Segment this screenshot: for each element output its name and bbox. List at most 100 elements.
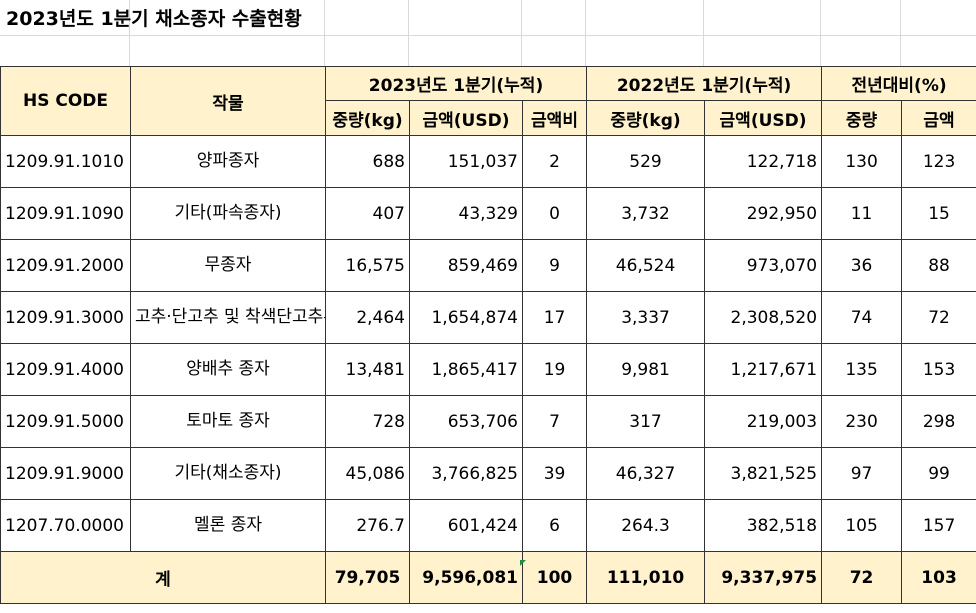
- total-yoy-weight[interactable]: 72: [821, 551, 903, 604]
- amount-2023-cell[interactable]: 1,654,874: [409, 291, 523, 344]
- hs-code-cell[interactable]: 1209.91.4000: [0, 343, 131, 396]
- amount-2022-cell[interactable]: 122,718: [704, 135, 823, 188]
- weight-2023-cell[interactable]: 45,086: [325, 447, 410, 500]
- total-share-2023[interactable]: 100: [521, 551, 588, 604]
- crop-cell[interactable]: 멜론 종자: [130, 499, 326, 552]
- crop-cell[interactable]: 무종자: [130, 239, 326, 292]
- hs-code-cell[interactable]: 1209.91.1090: [0, 187, 131, 240]
- yoy-weight-cell[interactable]: 230: [821, 395, 903, 448]
- header-yoy-group[interactable]: 전년대비(%): [821, 66, 976, 101]
- amount-2023-cell[interactable]: 653,706: [409, 395, 523, 448]
- total-amount-2022[interactable]: 9,337,975: [704, 551, 823, 604]
- crop-cell[interactable]: 고추·단고추 및 착색단고추류의 종자: [130, 291, 326, 344]
- amount-2023-cell[interactable]: 151,037: [409, 135, 523, 188]
- total-yoy-amount[interactable]: 103: [901, 551, 976, 604]
- crop-cell[interactable]: 기타(채소종자): [130, 447, 326, 500]
- header-row-1: HS CODE 작물 2023년도 1분기(누적) 2022년도 1분기(누적)…: [0, 66, 976, 136]
- header-hs-code[interactable]: HS CODE: [0, 66, 131, 136]
- amount-2022-cell[interactable]: 292,950: [704, 187, 823, 240]
- weight-2023-cell[interactable]: 13,481: [325, 343, 410, 396]
- header-2023-amount[interactable]: 금액(USD): [409, 100, 523, 136]
- yoy-weight-cell[interactable]: 11: [821, 187, 903, 240]
- crop-cell[interactable]: 양배추 종자: [130, 343, 326, 396]
- weight-2023-cell[interactable]: 16,575: [325, 239, 410, 292]
- weight-2022-cell[interactable]: 264.3: [586, 499, 706, 552]
- amount-2023-cell[interactable]: 43,329: [409, 187, 523, 240]
- weight-2022-cell[interactable]: 3,732: [586, 187, 706, 240]
- amount-2023-cell[interactable]: 859,469: [409, 239, 523, 292]
- header-2022-amount[interactable]: 금액(USD): [704, 100, 823, 136]
- crop-cell[interactable]: 토마토 종자: [130, 395, 326, 448]
- weight-2023-cell[interactable]: 407: [325, 187, 410, 240]
- yoy-amount-cell[interactable]: 99: [901, 447, 976, 500]
- share-2023-cell[interactable]: 0: [521, 187, 588, 240]
- amount-2023-cell[interactable]: 601,424: [409, 499, 523, 552]
- amount-2022-cell[interactable]: 219,003: [704, 395, 823, 448]
- weight-2023-cell[interactable]: 2,464: [325, 291, 410, 344]
- table-row: 1207.70.0000 멜론 종자 276.7 601,424 6 264.3 382,5…: [0, 499, 976, 552]
- total-label-cell[interactable]: 계: [0, 551, 326, 604]
- share-2023-cell[interactable]: 39: [521, 447, 588, 500]
- yoy-weight-cell[interactable]: 74: [821, 291, 903, 344]
- amount-2022-cell[interactable]: 2,308,520: [704, 291, 823, 344]
- table-row: 1209.91.9000 기타(채소종자) 45,086 3,766,825 39 46,…: [0, 447, 976, 500]
- yoy-weight-cell[interactable]: 105: [821, 499, 903, 552]
- hs-code-cell[interactable]: 1209.91.5000: [0, 395, 131, 448]
- amount-2023-cell[interactable]: 1,865,417: [409, 343, 523, 396]
- weight-2023-cell[interactable]: 276.7: [325, 499, 410, 552]
- header-yoy-weight[interactable]: 중량: [821, 100, 903, 136]
- header-2022-group[interactable]: 2022년도 1분기(누적): [586, 66, 823, 101]
- table-row: 1209.91.1090 기타(파속종자) 407 43,329 0 3,732 292,9…: [0, 187, 976, 240]
- amount-2022-cell[interactable]: 3,821,525: [704, 447, 823, 500]
- yoy-amount-cell[interactable]: 123: [901, 135, 976, 188]
- total-weight-2022[interactable]: 111,010: [586, 551, 706, 604]
- total-amount-2023[interactable]: 9,596,081: [409, 551, 523, 604]
- header-row-2: 중량(kg) 금액(USD) 금액비 중량(kg) 금액(USD) 중량 금액: [1, 100, 976, 136]
- yoy-amount-cell[interactable]: 298: [901, 395, 976, 448]
- yoy-weight-cell[interactable]: 135: [821, 343, 903, 396]
- share-2023-cell[interactable]: 2: [521, 135, 588, 188]
- header-2023-weight[interactable]: 중량(kg): [325, 100, 410, 136]
- yoy-amount-cell[interactable]: 72: [901, 291, 976, 344]
- weight-2022-cell[interactable]: 3,337: [586, 291, 706, 344]
- weight-2022-cell[interactable]: 529: [586, 135, 706, 188]
- yoy-amount-cell[interactable]: 88: [901, 239, 976, 292]
- yoy-amount-cell[interactable]: 153: [901, 343, 976, 396]
- share-2023-cell[interactable]: 17: [521, 291, 588, 344]
- yoy-amount-cell[interactable]: 157: [901, 499, 976, 552]
- weight-2023-cell[interactable]: 728: [325, 395, 410, 448]
- share-2023-cell[interactable]: 6: [521, 499, 588, 552]
- sheet-title: 2023년도 1분기 채소종자 수출현황: [6, 8, 302, 30]
- hs-code-cell[interactable]: 1209.91.1010: [0, 135, 131, 188]
- hs-code-cell[interactable]: 1209.91.9000: [0, 447, 131, 500]
- weight-2022-cell[interactable]: 46,524: [586, 239, 706, 292]
- hs-code-cell[interactable]: 1207.70.0000: [0, 499, 131, 552]
- weight-2022-cell[interactable]: 46,327: [586, 447, 706, 500]
- header-crop[interactable]: 작물: [130, 66, 326, 136]
- header-2023-group[interactable]: 2023년도 1분기(누적): [324, 66, 588, 101]
- hs-code-cell[interactable]: 1209.91.2000: [0, 239, 131, 292]
- header-yoy-amount[interactable]: 금액: [901, 100, 976, 136]
- table-row: 1209.91.5000 토마토 종자 728 653,706 7 317 219,003 2…: [0, 395, 976, 448]
- weight-2022-cell[interactable]: 317: [586, 395, 706, 448]
- crop-cell[interactable]: 양파종자: [130, 135, 326, 188]
- total-weight-2023[interactable]: 79,705: [325, 551, 410, 604]
- amount-2022-cell[interactable]: 382,518: [704, 499, 823, 552]
- weight-2022-cell[interactable]: 9,981: [586, 343, 706, 396]
- amount-2022-cell[interactable]: 1,217,671: [704, 343, 823, 396]
- weight-2023-cell[interactable]: 688: [325, 135, 410, 188]
- yoy-amount-cell[interactable]: 15: [901, 187, 976, 240]
- yoy-weight-cell[interactable]: 130: [821, 135, 903, 188]
- amount-2023-cell[interactable]: 3,766,825: [409, 447, 523, 500]
- yoy-weight-cell[interactable]: 36: [821, 239, 903, 292]
- yoy-weight-cell[interactable]: 97: [821, 447, 903, 500]
- share-2023-cell[interactable]: 7: [521, 395, 588, 448]
- hs-code-cell[interactable]: 1209.91.3000: [0, 291, 131, 344]
- amount-2022-cell[interactable]: 973,070: [704, 239, 823, 292]
- share-2023-cell[interactable]: 19: [521, 343, 588, 396]
- share-2023-cell[interactable]: 9: [521, 239, 588, 292]
- header-2023-share[interactable]: 금액비: [521, 100, 588, 136]
- crop-cell[interactable]: 기타(파속종자): [130, 187, 326, 240]
- header-2022-weight[interactable]: 중량(kg): [586, 100, 706, 136]
